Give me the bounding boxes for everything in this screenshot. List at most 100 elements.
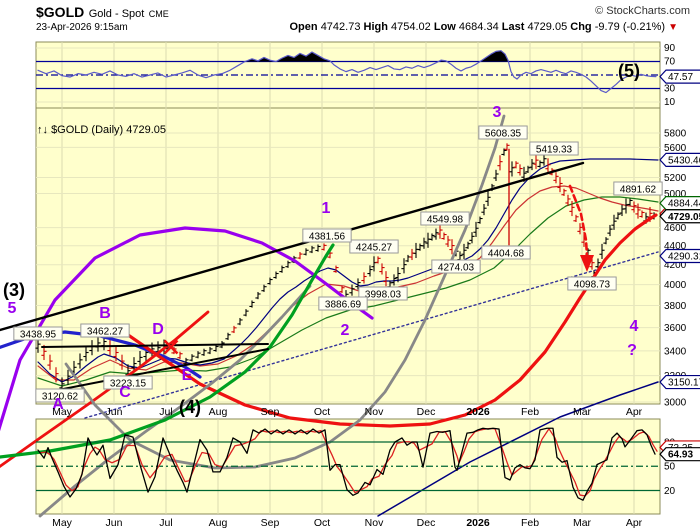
- wave-label-purple: 1: [322, 200, 331, 217]
- high-label: High: [363, 21, 388, 33]
- last-label: Last: [501, 21, 525, 33]
- price-callout-box: [349, 239, 399, 254]
- axis-flag: [659, 69, 700, 84]
- price-callouts: 5608.35 5419.33 4891.62 4098.73 4404.68 4549.…: [13, 125, 663, 403]
- axis-flag-value: 64.93: [668, 450, 693, 461]
- high-value: 4754.02: [391, 21, 431, 33]
- month-label: Aug: [209, 406, 228, 418]
- price-callout-value: 3223.15: [110, 379, 147, 390]
- axis-flag: [659, 374, 700, 390]
- chg-label: Chg: [570, 21, 592, 33]
- month-label: Apr: [626, 406, 643, 418]
- triangle-lower-line: [57, 348, 269, 391]
- chg-value: -9.79 (-0.21%): [594, 21, 666, 33]
- last-value: 4729.05: [527, 21, 568, 33]
- month-label: Sep: [261, 517, 280, 529]
- stoch-k-line: [37, 427, 656, 501]
- price-callout-value: 3120.62: [42, 392, 79, 403]
- axis-label: 5200: [664, 173, 687, 184]
- axis-label: 5800: [664, 129, 687, 140]
- month-label: Jun: [106, 406, 123, 418]
- price-callout-value: 3438.95: [20, 330, 57, 341]
- price-callout-box: [613, 181, 663, 196]
- red-dashed-arrow: [568, 184, 589, 258]
- month-label: May: [52, 406, 73, 418]
- price-callout-box: [13, 326, 63, 341]
- month-label: Nov: [365, 517, 384, 529]
- axis-label: 90: [664, 43, 676, 54]
- price-callout-box: [80, 323, 130, 338]
- red-arrowhead: [580, 255, 594, 272]
- axis-flag-value: 4884.44: [668, 199, 700, 210]
- price-callout-value: 4404.68: [488, 249, 525, 260]
- price-callout-value: 3462.27: [87, 327, 124, 338]
- axis-label: 4600: [664, 223, 687, 234]
- month-label: Oct: [314, 517, 330, 529]
- low-label: Low: [433, 21, 456, 33]
- axis-label: 20: [664, 486, 676, 497]
- gray-rising-line: [38, 284, 312, 518]
- axis-flag-value: 47.57: [668, 72, 693, 83]
- axis-label: 3800: [664, 301, 687, 312]
- price-callout-value: 4381.56: [309, 232, 346, 243]
- price-callout-box: [420, 211, 470, 226]
- axis-flag: [659, 209, 700, 224]
- price-callout-box: [358, 286, 408, 301]
- rsi-line: [37, 50, 657, 94]
- dotted-support-line: [84, 251, 659, 419]
- price-callout-value: 4245.27: [356, 243, 393, 254]
- rsi-overbought-fill: [481, 50, 508, 62]
- axis-label: 5000: [664, 189, 687, 200]
- price-callout-value: 3998.03: [365, 290, 402, 301]
- axis-label: 3400: [664, 346, 687, 357]
- month-label: Jul: [159, 406, 172, 418]
- wave-label-black: (5): [618, 61, 640, 81]
- month-label: May: [52, 517, 73, 529]
- wave-label-black: (3): [3, 280, 25, 300]
- x-axis-labels: May Jun Jul Aug Sep Oct Nov Dec 2026 Feb Mar Apr May…: [52, 406, 643, 529]
- axis-label: 5600: [664, 143, 687, 154]
- wave-label-purple: A: [52, 396, 64, 413]
- price-callout-value: 4549.98: [427, 215, 464, 226]
- price-callout-box: [567, 276, 617, 291]
- month-label: Feb: [521, 517, 539, 529]
- stockcharts-credit: © StockCharts.com: [595, 5, 690, 17]
- navy-support-line: [377, 381, 659, 517]
- triangle-upper-line: [41, 343, 269, 348]
- price-callout-box: [318, 296, 368, 311]
- legend-text: $GOLD (Daily) 4729.05: [51, 124, 167, 136]
- price-callout-box: [529, 141, 579, 156]
- open-value: 4742.73: [320, 21, 361, 33]
- month-label: Sep: [261, 406, 280, 418]
- month-label: Dec: [417, 406, 436, 418]
- axis-label: 10: [664, 97, 676, 108]
- axis-label: 4000: [664, 280, 687, 291]
- axis-flag-value: 3150.17: [668, 378, 700, 389]
- updown-arrows-icon: ↑↓: [37, 124, 48, 136]
- wave-label-purple: 5: [8, 300, 17, 317]
- rsi-panel-content: 90 70 30 10 47.57: [36, 43, 700, 108]
- open-label: Open: [289, 21, 318, 33]
- red-cycle-curve: [116, 213, 658, 428]
- symbol-label: $GOLD: [36, 4, 85, 20]
- gray-cycle-curve: [64, 114, 506, 470]
- month-label: 2026: [466, 517, 490, 529]
- price-callout-box: [481, 245, 531, 260]
- wave-label-purple: E: [182, 367, 193, 384]
- month-label: Apr: [626, 517, 643, 529]
- month-label: Mar: [573, 406, 592, 418]
- wave-label-black: (4): [179, 397, 201, 417]
- price-callout-box: [478, 125, 528, 140]
- main-trendline: [0, 161, 585, 332]
- month-label: Aug: [209, 517, 228, 529]
- axis-label: 30: [664, 84, 676, 95]
- instrument-name: Gold - Spot: [88, 8, 145, 20]
- price-callout-value: 5608.35: [485, 129, 522, 140]
- price-callout-value: 3886.69: [325, 300, 362, 311]
- month-label: Jun: [106, 517, 123, 529]
- axis-flag-value: 4729.05: [668, 212, 700, 223]
- red-x-marker: [163, 339, 179, 355]
- wave-label-purple: B: [99, 305, 111, 322]
- price-callout-value: 4274.03: [438, 263, 475, 274]
- axis-label: 3600: [664, 323, 687, 334]
